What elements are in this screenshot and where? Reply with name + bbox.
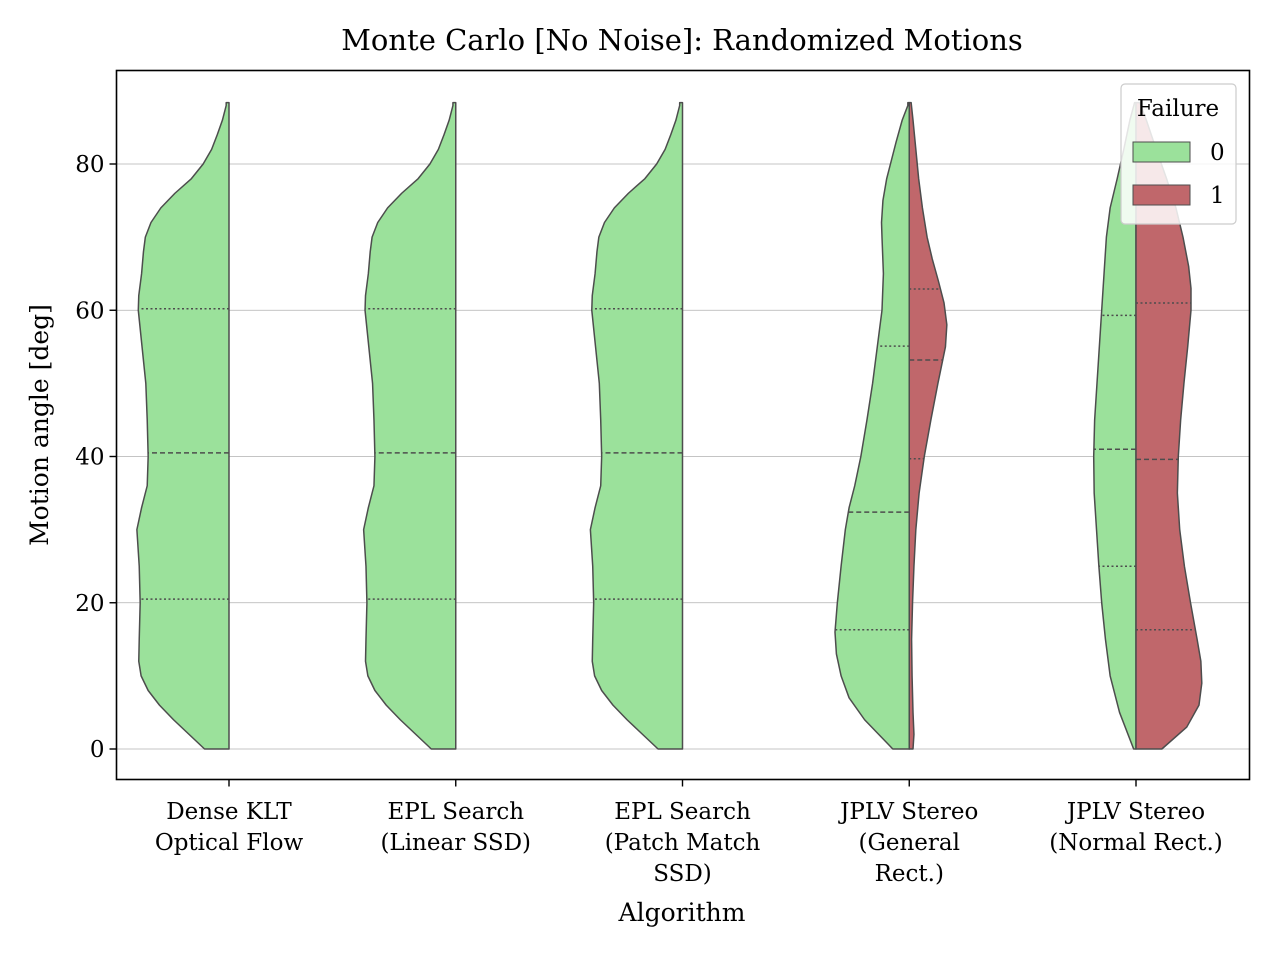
y-tick-label-40: 40 [75,445,104,471]
x-tick-label-3: JPLV Stereo (General Rect.) [838,799,978,887]
y-tick-label-80: 80 [75,152,104,178]
y-tick-label-0: 0 [90,737,105,763]
x-tick-label-0: Dense KLT Optical Flow [155,799,304,856]
violins [136,101,1203,750]
y-axis-label: Motion angle [deg] [25,304,54,546]
violin-1-series-0 [362,101,457,750]
x-axis: Dense KLT Optical Flow EPL Search (Linear S… [155,779,1223,887]
legend-title: Failure [1137,96,1219,122]
x-axis-label: Algorithm [618,898,746,927]
legend-label-1: 1 [1210,183,1225,209]
violin-2-series-0 [589,101,684,750]
x-tick-label-1: EPL Search (Linear SSD) [380,799,531,856]
x-tick-label-2: EPL Search (Patch Match SSD) [605,799,761,887]
violin-3-series-1 [908,101,948,750]
chart-title: Monte Carlo [No Noise]: Randomized Motio… [341,23,1023,57]
y-tick-label-60: 60 [75,298,104,324]
y-axis: 0 20 40 60 80 [75,152,117,763]
x-tick-label-4: JPLV Stereo (Normal Rect.) [1049,799,1222,856]
legend: Failure 0 1 [1120,83,1237,225]
legend-swatch-0 [1132,141,1191,163]
legend-swatch-1 [1132,184,1191,206]
violin-0-series-0 [136,101,230,750]
y-tick-label-20: 20 [75,591,104,617]
legend-label-0: 0 [1210,140,1225,166]
violin-3-series-0 [834,101,910,750]
